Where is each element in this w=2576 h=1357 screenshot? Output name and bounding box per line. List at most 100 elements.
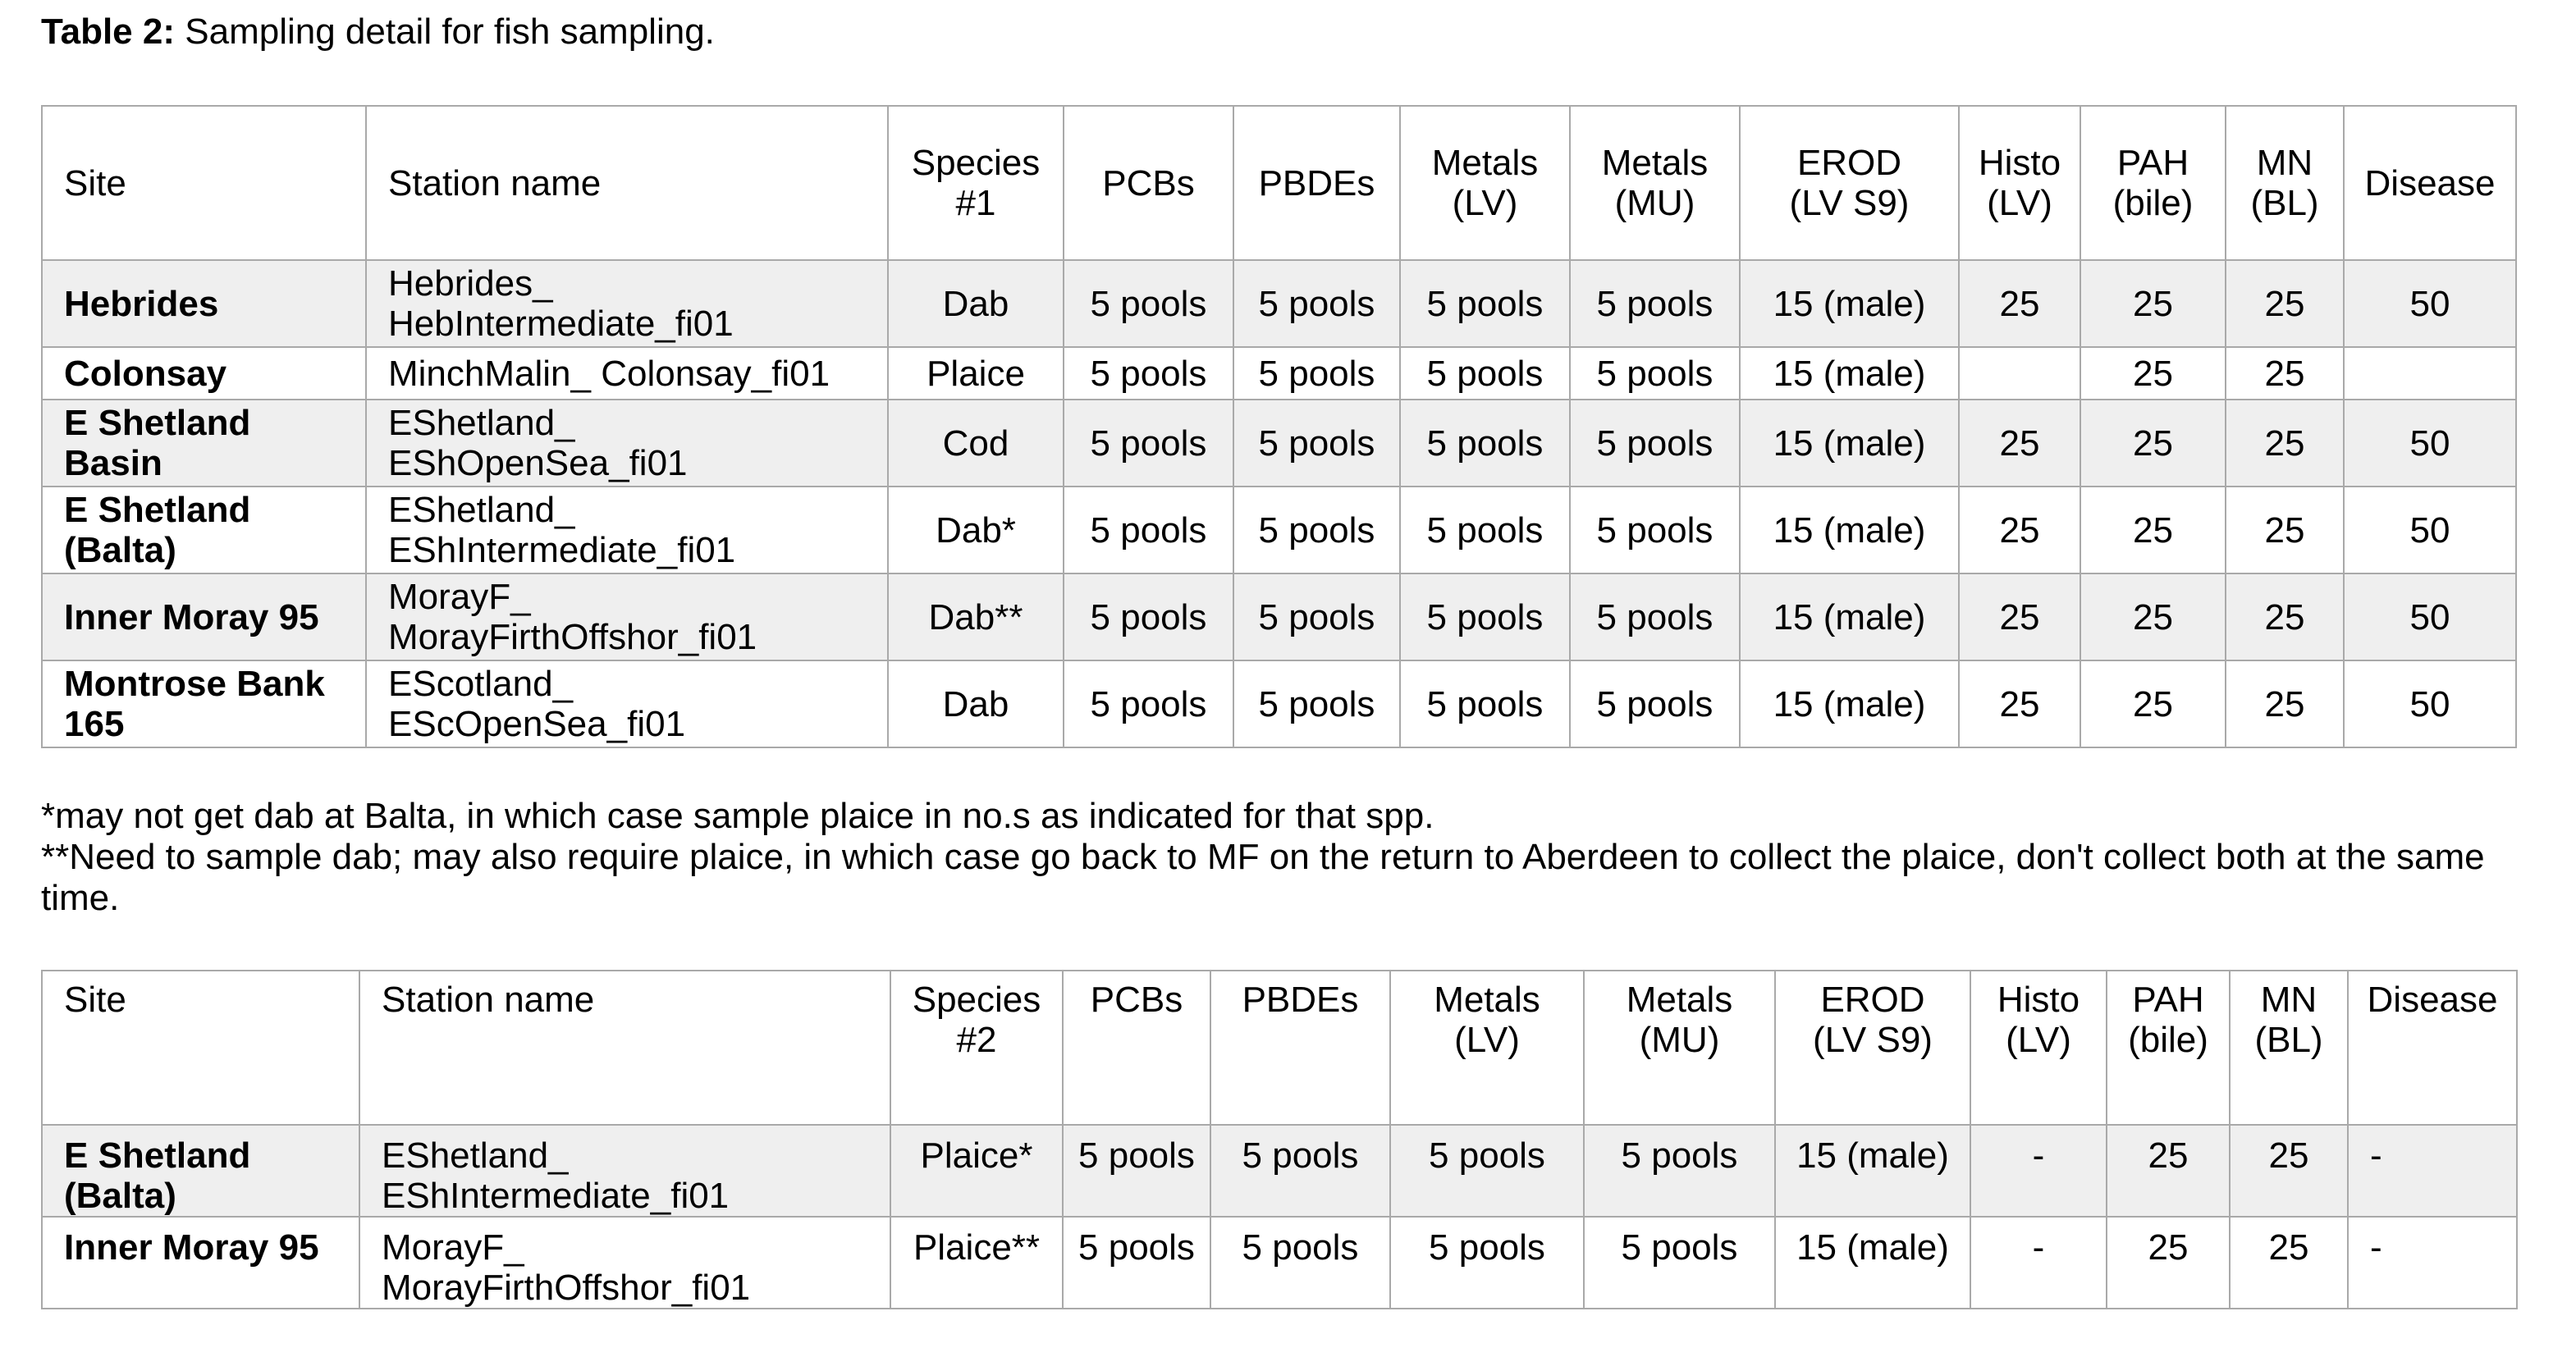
cell-species: Dab [887,259,1064,348]
cell-pbdes: 5 pools [1233,399,1401,487]
cell-pcbs: 5 pools [1063,259,1234,348]
cell-pah-bile: 25 [2080,259,2226,348]
cell-metals-mu: 5 pools [1569,259,1741,348]
cell-pcbs: 5 pools [1063,399,1234,487]
column-header-metals-mu: Metals (MU) [1569,105,1741,261]
column-header-species: Species #1 [887,105,1064,261]
cell-metals-lv: 5 pools [1399,573,1571,661]
cell-pah-bile: 25 [2106,1124,2231,1218]
cell-disease: 50 [2343,573,2517,661]
table-row: Colonsay MinchMalin_ Colonsay_fi01 Plaic… [41,346,2517,400]
cell-pbdes: 5 pools [1210,1216,1391,1309]
cell-species: Plaice* [890,1124,1064,1218]
cell-pcbs: 5 pools [1063,346,1234,400]
column-header-disease: Disease [2343,105,2517,261]
column-header-pah-bile: PAH (bile) [2080,105,2226,261]
cell-pbdes: 5 pools [1233,346,1401,400]
column-header-species: Species #2 [890,970,1064,1126]
cell-histo: - [1970,1216,2107,1309]
table-caption-text: Sampling detail for fish sampling. [185,11,715,52]
cell-metals-mu: 5 pools [1569,660,1741,748]
cell-pah-bile: 25 [2080,399,2226,487]
cell-species: Dab* [887,486,1064,574]
cell-species: Plaice** [890,1216,1064,1309]
cell-metals-mu: 5 pools [1583,1216,1776,1309]
column-header-histo: Histo (LV) [1970,970,2107,1126]
cell-mn-bl: 25 [2225,573,2345,661]
column-header-erod: EROD (LV S9) [1774,970,1971,1126]
cell-mn-bl: 25 [2225,399,2345,487]
cell-mn-bl: 25 [2225,660,2345,748]
cell-histo: 25 [1958,660,2081,748]
footnote-1: *may not get dab at Balta, in which case… [41,796,1434,836]
table-header-row: Site Station name Species #2 PCBs PBDEs … [41,970,2518,1126]
column-header-pah-bile: PAH (bile) [2106,970,2231,1126]
cell-station-name: EShetland_ EShIntermediate_fi01 [359,1124,891,1218]
table-row: Inner Moray 95 MorayF_ MorayFirthOffshor… [41,573,2517,661]
cell-site: E Shetland Basin [41,399,367,487]
cell-metals-lv: 5 pools [1389,1216,1585,1309]
cell-pcbs: 5 pools [1063,486,1234,574]
cell-station-name: MorayF_ MorayFirthOffshor_fi01 [365,573,889,661]
column-header-mn-bl: MN (BL) [2229,970,2349,1126]
cell-pbdes: 5 pools [1233,259,1401,348]
cell-pcbs: 5 pools [1063,573,1234,661]
cell-metals-lv: 5 pools [1399,259,1571,348]
table-row: Inner Moray 95 MorayF_ MorayFirthOffshor… [41,1216,2518,1309]
document-page: Table 2: Sampling detail for fish sampli… [41,11,2518,1309]
cell-pcbs: 5 pools [1063,660,1234,748]
table-row: Montrose Bank 165 EScotland_ EScOpenSea_… [41,660,2517,748]
column-header-erod: EROD (LV S9) [1739,105,1960,261]
cell-disease: 50 [2343,486,2517,574]
cell-erod: 15 (male) [1774,1216,1971,1309]
table-row: E Shetland (Balta) EShetland_ EShInterme… [41,1124,2518,1218]
cell-disease: 50 [2343,259,2517,348]
cell-site: Inner Moray 95 [41,573,367,661]
cell-pah-bile: 25 [2080,660,2226,748]
column-header-pcbs: PCBs [1063,105,1234,261]
cell-disease: 50 [2343,660,2517,748]
cell-site: Hebrides [41,259,367,348]
cell-site: Colonsay [41,346,367,400]
cell-metals-lv: 5 pools [1399,399,1571,487]
cell-species: Dab [887,660,1064,748]
table-row: Hebrides Hebrides_ HebIntermediate_fi01 … [41,259,2517,348]
cell-pah-bile: 25 [2080,486,2226,574]
cell-species: Dab** [887,573,1064,661]
cell-pcbs: 5 pools [1062,1124,1211,1218]
cell-histo: 25 [1958,573,2081,661]
cell-erod: 15 (male) [1739,259,1960,348]
column-header-metals-lv: Metals (LV) [1389,970,1585,1126]
cell-station-name: EScotland_ EScOpenSea_fi01 [365,660,889,748]
cell-site: E Shetland (Balta) [41,486,367,574]
cell-mn-bl: 25 [2225,346,2345,400]
cell-erod: 15 (male) [1739,486,1960,574]
cell-site: Montrose Bank 165 [41,660,367,748]
column-header-station-name: Station name [365,105,889,261]
cell-metals-lv: 5 pools [1399,346,1571,400]
column-header-disease: Disease [2347,970,2518,1126]
column-header-pbdes: PBDEs [1210,970,1391,1126]
cell-metals-mu: 5 pools [1569,573,1741,661]
cell-metals-mu: 5 pools [1569,399,1741,487]
cell-site: Inner Moray 95 [41,1216,360,1309]
column-header-site: Site [41,970,360,1126]
cell-pah-bile: 25 [2080,346,2226,400]
cell-histo [1958,346,2081,400]
cell-disease [2343,346,2517,400]
cell-site: E Shetland (Balta) [41,1124,360,1218]
cell-metals-mu: 5 pools [1569,486,1741,574]
column-header-mn-bl: MN (BL) [2225,105,2345,261]
cell-pah-bile: 25 [2080,573,2226,661]
cell-pbdes: 5 pools [1210,1124,1391,1218]
cell-disease: - [2347,1216,2518,1309]
column-header-histo: Histo (LV) [1958,105,2081,261]
cell-erod: 15 (male) [1774,1124,1971,1218]
cell-disease: - [2347,1124,2518,1218]
cell-mn-bl: 25 [2229,1124,2349,1218]
cell-pbdes: 5 pools [1233,573,1401,661]
cell-histo: - [1970,1124,2107,1218]
cell-disease: 50 [2343,399,2517,487]
column-header-metals-mu: Metals (MU) [1583,970,1776,1126]
cell-station-name: Hebrides_ HebIntermediate_fi01 [365,259,889,348]
